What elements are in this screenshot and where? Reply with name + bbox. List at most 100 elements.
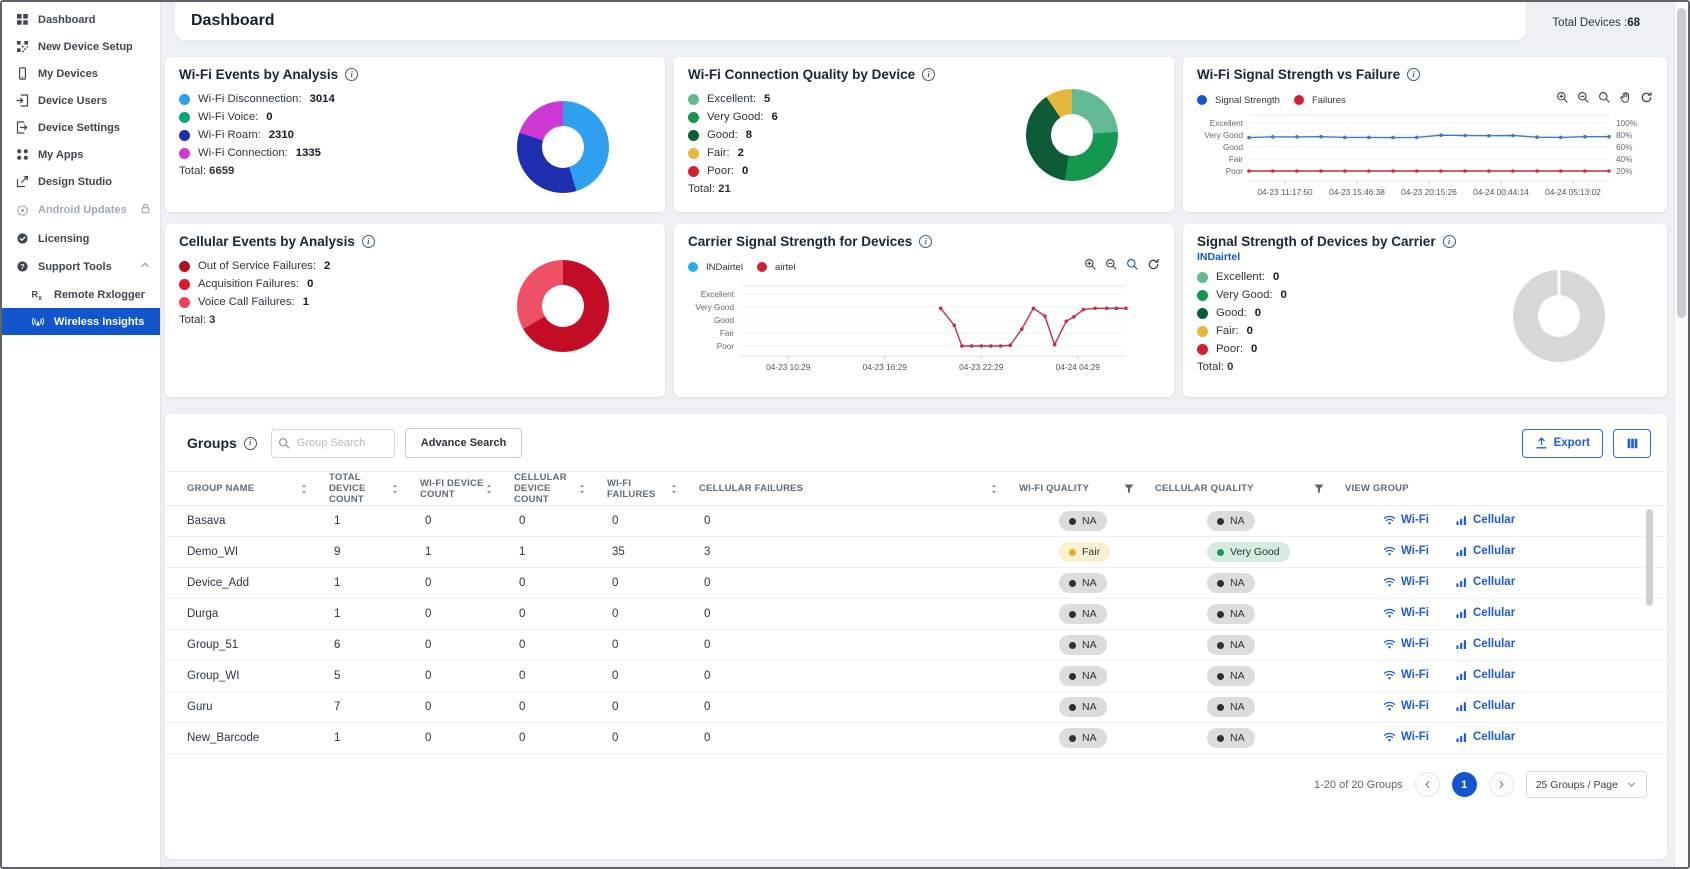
status-dot bbox=[1069, 580, 1076, 587]
lock-icon bbox=[138, 202, 152, 215]
view-cellular-link[interactable]: Cellular bbox=[1455, 638, 1515, 650]
groups-section: Groups Advance Search Export GROUP NAME T… bbox=[165, 414, 1667, 859]
view-wifi-link[interactable]: Wi-Fi bbox=[1383, 545, 1429, 557]
view-wifi-link[interactable]: Wi-Fi bbox=[1383, 700, 1429, 712]
info-icon[interactable] bbox=[1407, 68, 1420, 81]
refresh-tool[interactable] bbox=[1147, 258, 1160, 276]
zoom-out-tool[interactable] bbox=[1577, 91, 1590, 109]
next-page-button[interactable] bbox=[1489, 772, 1514, 797]
sidebar-item-support-tools[interactable]: ?Support Tools bbox=[2, 252, 160, 281]
column-header-cellular-device-count[interactable]: CELLULAR DEVICE COUNT bbox=[502, 472, 595, 506]
sidebar-item-licensing[interactable]: Licensing bbox=[2, 225, 160, 252]
device-setup-icon bbox=[15, 40, 29, 53]
count-cell: 1 bbox=[317, 506, 408, 537]
quality-badge: NA bbox=[1059, 666, 1107, 686]
card-title: Wi-Fi Events by Analysis bbox=[179, 67, 338, 82]
sidebar-item-my-devices[interactable]: My Devices bbox=[2, 60, 160, 87]
sidebar-item-new-device-setup[interactable]: New Device Setup bbox=[2, 33, 160, 60]
table-scrollbar[interactable] bbox=[1646, 509, 1653, 606]
funnel-icon[interactable] bbox=[1313, 483, 1325, 495]
window-scrollbar[interactable] bbox=[1674, 2, 1688, 867]
info-icon[interactable] bbox=[345, 68, 358, 81]
zoom-in-tool[interactable] bbox=[1084, 258, 1097, 276]
view-cellular-link[interactable]: Cellular bbox=[1455, 514, 1515, 526]
sidebar-item-device-users[interactable]: Device Users bbox=[2, 87, 160, 114]
info-icon[interactable] bbox=[244, 437, 257, 450]
view-cellular-link[interactable]: Cellular bbox=[1455, 669, 1515, 681]
svg-text:04-23 11:17:50: 04-23 11:17:50 bbox=[1257, 187, 1313, 197]
export-button[interactable]: Export bbox=[1522, 429, 1603, 458]
svg-text:Good: Good bbox=[714, 316, 734, 325]
total-line: Total: 21 bbox=[688, 183, 1160, 195]
view-cellular-link[interactable]: Cellular bbox=[1455, 576, 1515, 588]
view-cellular-link[interactable]: Cellular bbox=[1455, 700, 1515, 712]
quality-badge: NA bbox=[1207, 511, 1255, 531]
prev-page-button[interactable] bbox=[1415, 772, 1440, 797]
svg-text:60%: 60% bbox=[1616, 143, 1632, 152]
column-header-wi-fi-device-count[interactable]: WI-FI DEVICE COUNT bbox=[408, 472, 502, 506]
sort-icon[interactable] bbox=[577, 483, 587, 495]
scrollbar-thumb[interactable] bbox=[1677, 8, 1686, 318]
page-size-select[interactable]: 25 Groups / Page bbox=[1526, 771, 1647, 798]
column-header-total-device-count[interactable]: TOTAL DEVICE COUNT bbox=[317, 472, 408, 506]
sort-icon[interactable] bbox=[299, 483, 309, 495]
view-cellular-link[interactable]: Cellular bbox=[1455, 731, 1515, 743]
info-icon[interactable] bbox=[1443, 235, 1456, 248]
sidebar-item-my-apps[interactable]: My Apps bbox=[2, 141, 160, 168]
sort-icon[interactable] bbox=[989, 483, 999, 495]
sidebar-item-device-settings[interactable]: Device Settings bbox=[2, 114, 160, 141]
legend-label: Poor: bbox=[707, 165, 734, 177]
legend-label: Wi-Fi Disconnection: bbox=[198, 93, 302, 105]
sidebar-item-remote-rxlogger[interactable]: RxRemote Rxlogger bbox=[2, 281, 160, 308]
sidebar-item-android-updates[interactable]: Android Updates bbox=[2, 195, 160, 225]
sort-icon[interactable] bbox=[669, 483, 679, 495]
svg-text:Fair: Fair bbox=[1229, 155, 1243, 164]
sort-icon[interactable] bbox=[390, 483, 400, 495]
current-page[interactable]: 1 bbox=[1452, 772, 1477, 797]
view-wifi-link[interactable]: Wi-Fi bbox=[1383, 607, 1429, 619]
groups-controls: Groups Advance Search Export bbox=[165, 414, 1667, 458]
count-cell: 0 bbox=[595, 661, 687, 692]
info-icon[interactable] bbox=[919, 235, 932, 248]
columns-button[interactable] bbox=[1613, 429, 1651, 458]
view-cellular-link[interactable]: Cellular bbox=[1455, 545, 1515, 557]
count-cell: 5 bbox=[317, 661, 408, 692]
sort-icon[interactable] bbox=[484, 483, 494, 495]
zoom-out-tool[interactable] bbox=[1105, 258, 1118, 276]
status-dot bbox=[1217, 580, 1224, 587]
zoom-box-tool[interactable] bbox=[1126, 258, 1139, 276]
column-header-wi-fi-quality[interactable]: WI-FI QUALITY bbox=[1007, 472, 1143, 506]
view-wifi-link[interactable]: Wi-Fi bbox=[1383, 638, 1429, 650]
column-label: GROUP NAME bbox=[187, 483, 254, 494]
sidebar-item-dashboard[interactable]: Dashboard bbox=[2, 6, 160, 33]
view-wifi-link[interactable]: Wi-Fi bbox=[1383, 731, 1429, 743]
view-wifi-link[interactable]: Wi-Fi bbox=[1383, 669, 1429, 681]
sidebar-item-label: My Devices bbox=[38, 68, 98, 80]
legend-dot bbox=[757, 262, 767, 272]
info-icon[interactable] bbox=[362, 235, 375, 248]
advance-search-button[interactable]: Advance Search bbox=[405, 428, 523, 458]
legend-dot bbox=[1294, 95, 1304, 105]
column-header-group-name[interactable]: GROUP NAME bbox=[165, 472, 317, 506]
view-cellular-link[interactable]: Cellular bbox=[1455, 607, 1515, 619]
column-header-wi-fi-failures[interactable]: WI-FI FAILURES bbox=[595, 472, 687, 506]
funnel-icon[interactable] bbox=[1123, 483, 1135, 495]
pagination-range: 1-20 of 20 Groups bbox=[1314, 779, 1403, 791]
view-wifi-link[interactable]: Wi-Fi bbox=[1383, 576, 1429, 588]
sidebar-item-wireless-insights[interactable]: Wireless Insights bbox=[2, 308, 160, 335]
pan-tool[interactable] bbox=[1619, 91, 1632, 109]
column-header-cellular-failures[interactable]: CELLULAR FAILURES bbox=[687, 472, 1007, 506]
sidebar-item-design-studio[interactable]: Design Studio bbox=[2, 168, 160, 195]
legend-label: Very Good: bbox=[1216, 289, 1273, 301]
refresh-tool[interactable] bbox=[1640, 91, 1653, 109]
zoom-in-tool[interactable] bbox=[1556, 91, 1569, 109]
main-area: Dashboard Total Devices :68 Wi-Fi Events… bbox=[161, 2, 1674, 867]
sidebar-item-label: Remote Rxlogger bbox=[54, 289, 145, 301]
view-wifi-link[interactable]: Wi-Fi bbox=[1383, 514, 1429, 526]
column-header-cellular-quality[interactable]: CELLULAR QUALITY bbox=[1143, 472, 1333, 506]
info-icon[interactable] bbox=[922, 68, 935, 81]
zoom-box-tool[interactable] bbox=[1598, 91, 1611, 109]
svg-text:Very Good: Very Good bbox=[695, 303, 734, 312]
group-search-input[interactable] bbox=[295, 436, 387, 450]
column-header-view-group[interactable]: VIEW GROUP bbox=[1333, 472, 1667, 506]
